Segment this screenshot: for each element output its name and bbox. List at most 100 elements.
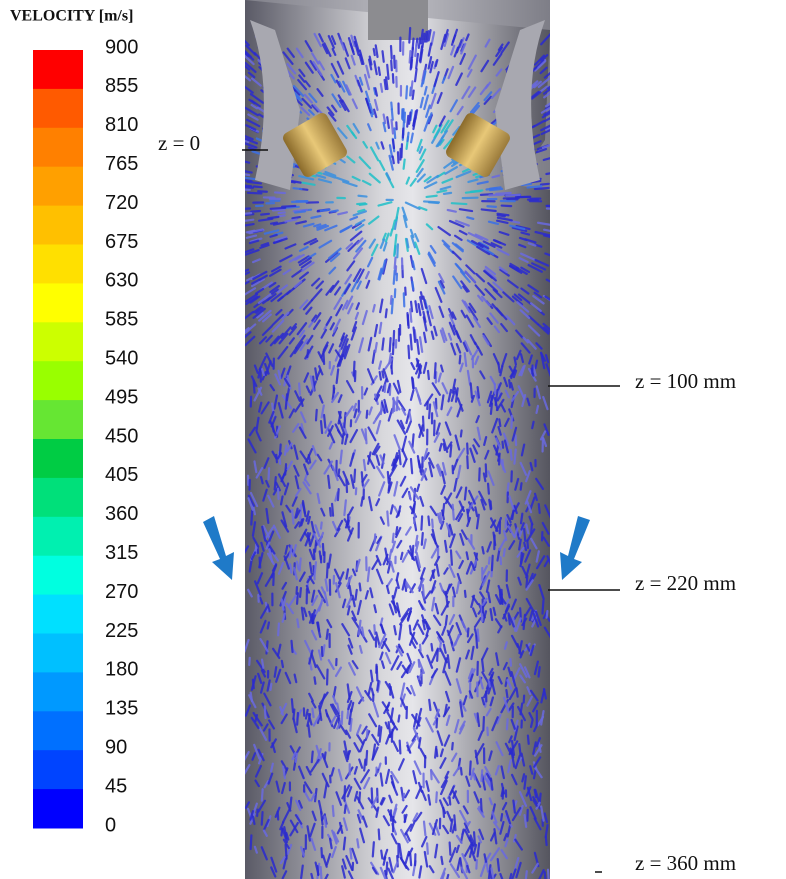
colorbar-band xyxy=(33,711,83,750)
vector xyxy=(399,451,400,465)
colorbar-band xyxy=(33,517,83,556)
vector xyxy=(407,313,408,325)
vector xyxy=(247,231,255,233)
vector xyxy=(417,361,419,367)
vector xyxy=(338,489,339,500)
vector xyxy=(243,213,251,214)
vector xyxy=(362,472,363,485)
vector xyxy=(262,660,263,668)
vector xyxy=(432,520,433,528)
vector xyxy=(517,689,518,697)
vector xyxy=(444,193,451,194)
vector xyxy=(465,488,466,500)
vector xyxy=(397,244,398,257)
annotation: z = 0 xyxy=(158,131,200,155)
vector xyxy=(478,630,479,641)
vector xyxy=(312,752,313,763)
vector xyxy=(424,201,439,202)
vector xyxy=(380,372,381,380)
colorbar-label: 135 xyxy=(105,698,138,720)
vector xyxy=(531,524,532,533)
vector xyxy=(321,523,322,529)
vector xyxy=(526,576,527,588)
vector xyxy=(498,859,499,871)
vector xyxy=(346,480,347,492)
vector xyxy=(524,776,525,788)
vector xyxy=(327,630,328,639)
vector xyxy=(302,608,304,620)
vector xyxy=(429,405,430,419)
vector xyxy=(451,550,452,564)
vector xyxy=(394,248,395,256)
vector xyxy=(407,239,408,247)
vector xyxy=(262,812,263,825)
vector xyxy=(342,712,343,724)
legend-title: VELOCITY [m/s] xyxy=(10,8,133,25)
vector xyxy=(509,380,510,387)
vector xyxy=(478,713,480,726)
vector xyxy=(359,621,361,635)
vector xyxy=(276,455,277,462)
vector xyxy=(454,815,455,830)
vector xyxy=(391,103,392,109)
vector xyxy=(412,282,413,289)
vector xyxy=(482,547,483,553)
colorbar-labels: 9008558107657206756305855404954504053603… xyxy=(105,36,138,836)
colorbar-band xyxy=(33,789,83,828)
vector xyxy=(479,468,480,480)
colorbar-label: 900 xyxy=(105,36,138,58)
vector xyxy=(251,835,252,849)
vector xyxy=(414,328,416,342)
vector xyxy=(484,473,486,481)
vector xyxy=(292,217,299,218)
vector xyxy=(253,817,255,824)
vector xyxy=(255,715,256,721)
vector xyxy=(354,470,355,482)
colorbar-label: 630 xyxy=(105,270,138,292)
vector xyxy=(390,687,391,695)
vector xyxy=(415,69,417,81)
vector xyxy=(502,206,512,207)
vector xyxy=(409,113,410,124)
vector xyxy=(526,871,527,879)
vector xyxy=(292,699,293,712)
vector xyxy=(501,814,502,820)
vector xyxy=(360,583,361,590)
vector xyxy=(436,792,437,802)
vector xyxy=(295,211,305,212)
vector xyxy=(516,435,517,445)
vector xyxy=(261,477,263,483)
vector xyxy=(285,446,287,455)
vector xyxy=(315,789,316,801)
vector xyxy=(536,406,538,413)
colorbar-label: 855 xyxy=(105,75,138,97)
vector xyxy=(380,323,382,333)
vector xyxy=(411,81,412,95)
vector xyxy=(390,338,391,351)
vector xyxy=(240,189,250,190)
vector xyxy=(331,210,337,211)
vector xyxy=(381,84,382,92)
vector xyxy=(504,549,505,556)
vector xyxy=(435,363,436,378)
vector xyxy=(401,553,402,559)
vector xyxy=(443,808,444,817)
vector xyxy=(368,568,370,582)
vector xyxy=(482,659,483,671)
vector xyxy=(413,91,414,99)
annotation: z = 220 mm xyxy=(635,571,736,595)
vector xyxy=(507,719,508,729)
vector xyxy=(330,508,331,516)
vector xyxy=(337,369,339,383)
vector xyxy=(491,501,492,508)
vector xyxy=(506,690,507,697)
vector xyxy=(410,854,411,865)
vector xyxy=(446,616,447,625)
vector xyxy=(506,195,520,196)
flow-image xyxy=(237,0,561,879)
vector xyxy=(398,716,399,722)
colorbar-band xyxy=(33,478,83,517)
vector xyxy=(261,214,269,215)
vector xyxy=(321,421,322,433)
vector xyxy=(297,619,298,627)
